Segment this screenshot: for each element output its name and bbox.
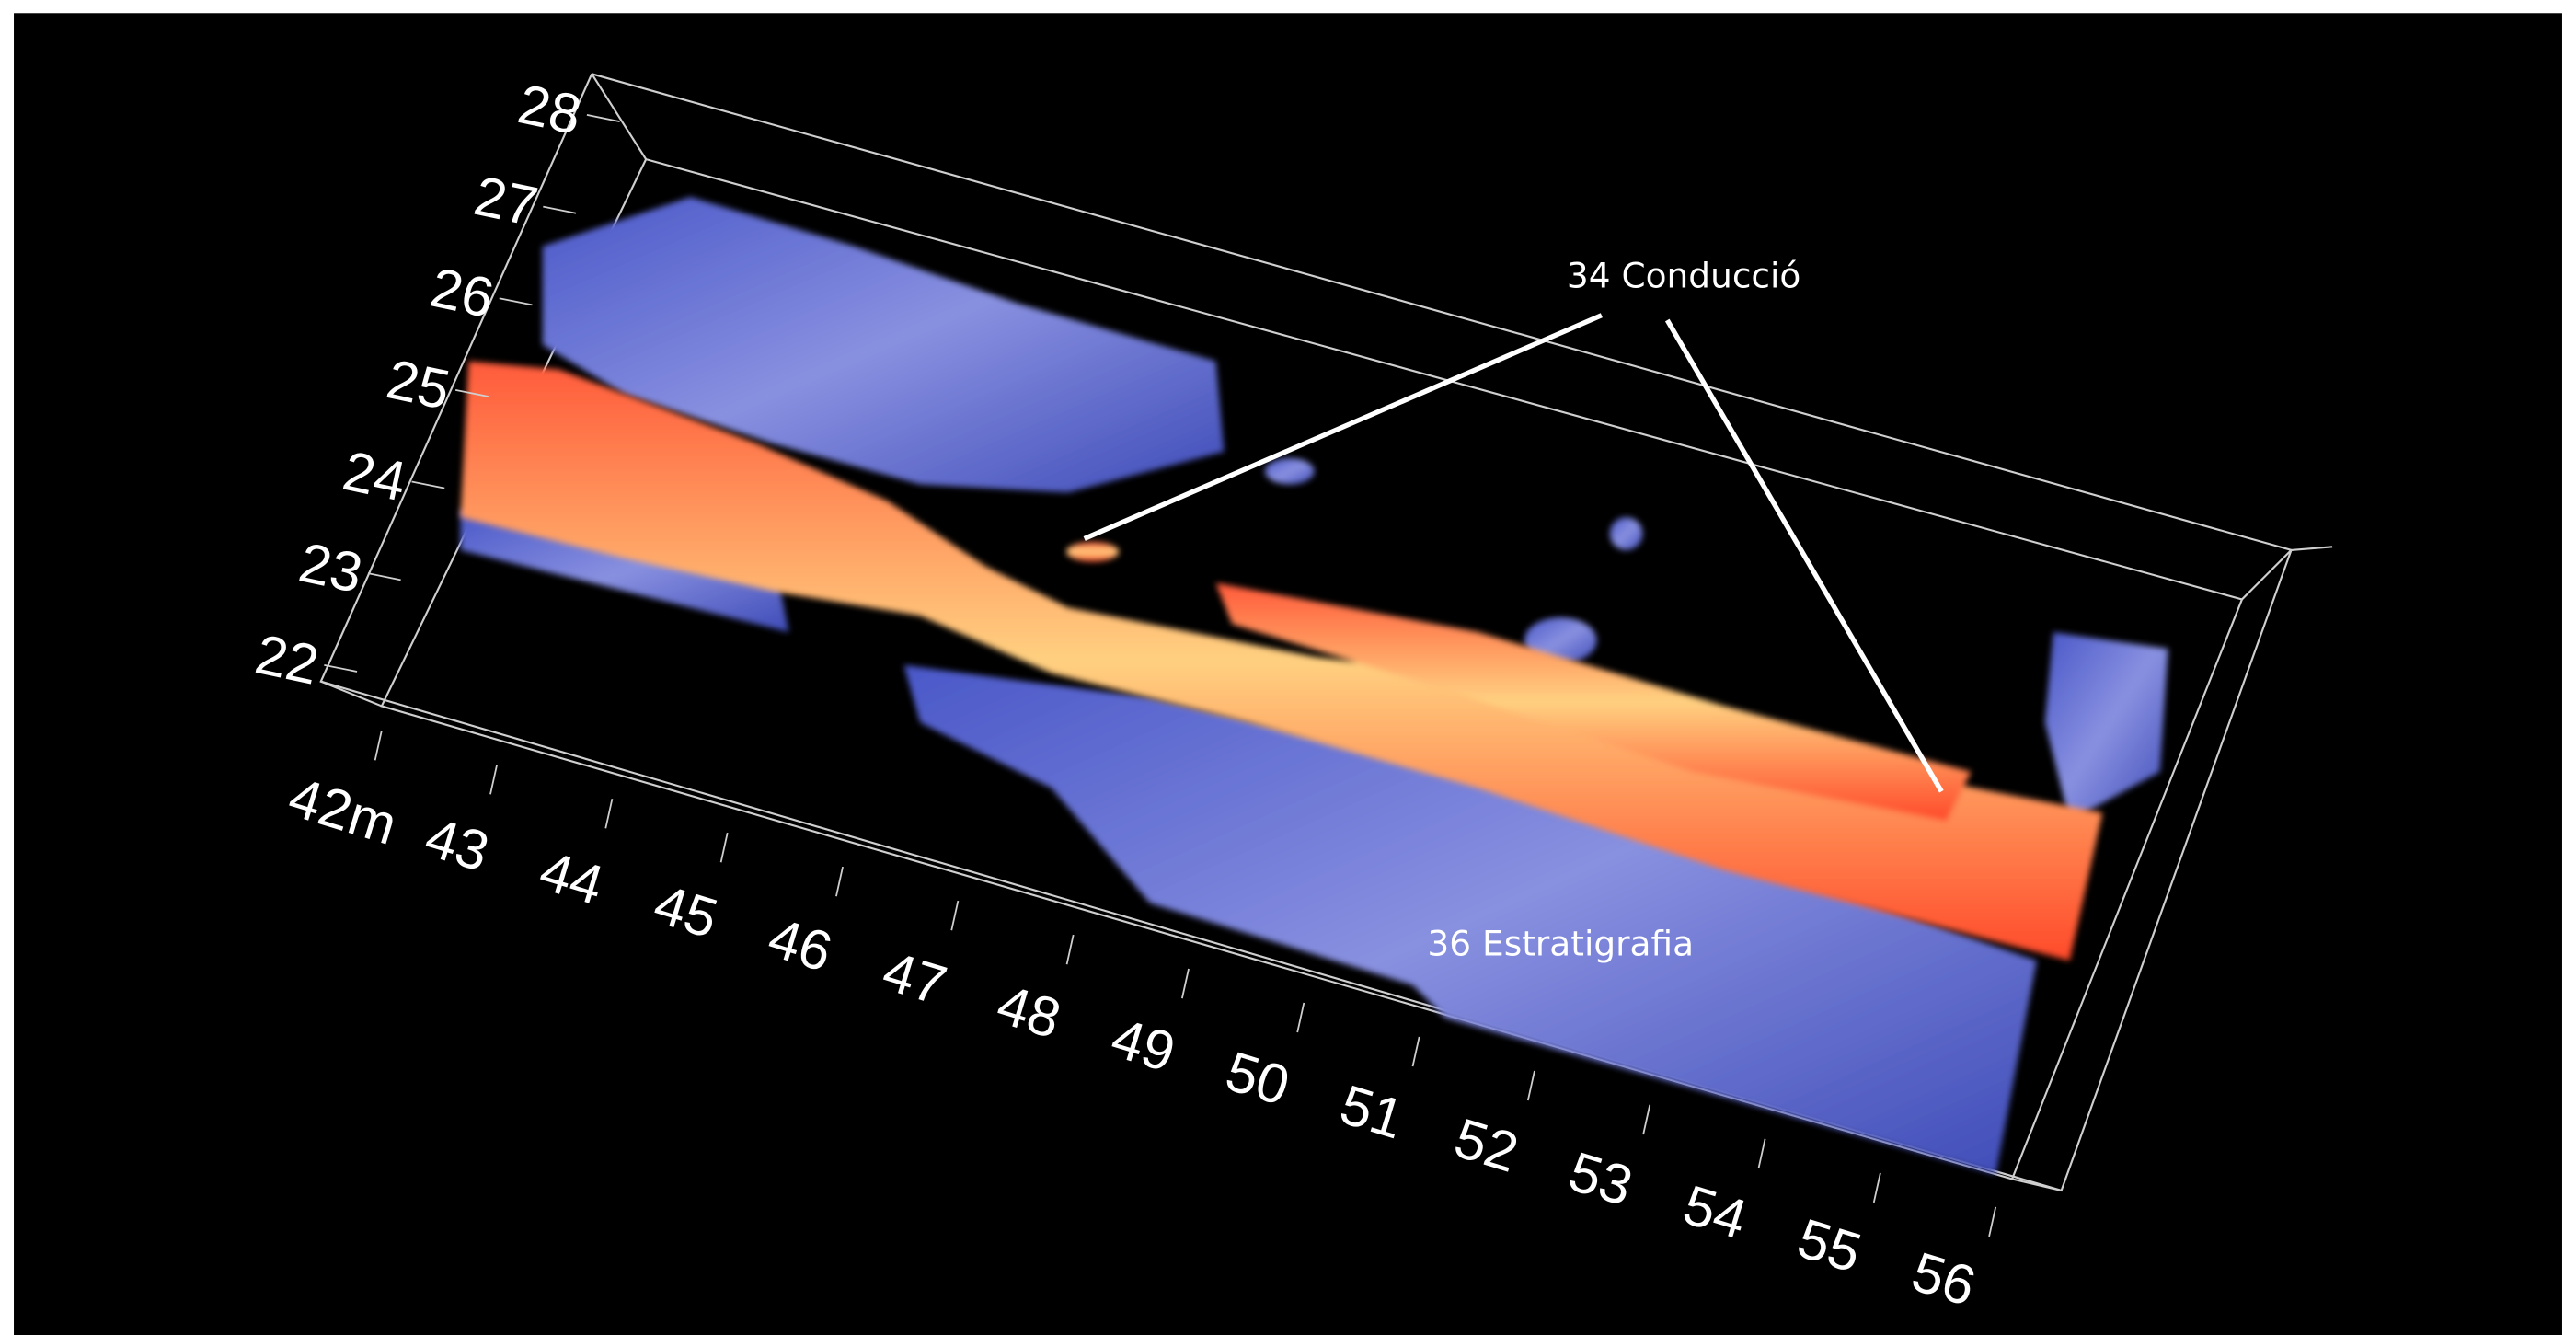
z-tick (499, 297, 533, 306)
x-tick (604, 798, 614, 829)
x-tick (1872, 1172, 1881, 1203)
z-tick-label: 28 (513, 72, 587, 146)
x-tick (1988, 1206, 1997, 1237)
x-tick (835, 866, 844, 897)
z-tick (586, 114, 620, 122)
x-tick (1642, 1104, 1651, 1135)
x-tick (374, 731, 383, 761)
x-tick (1526, 1070, 1535, 1101)
z-tick (454, 389, 489, 397)
x-tick (1065, 934, 1075, 965)
z-tick-label: 24 (338, 439, 411, 513)
annotation: 36 Estratigrafia (1427, 924, 1694, 964)
red-volume (460, 361, 2103, 961)
x-tick (1411, 1036, 1420, 1067)
z-tick-label: 27 (469, 164, 543, 238)
z-tick-label: 25 (382, 347, 455, 421)
x-tick (950, 900, 960, 931)
annotation: 34 Conducció (1567, 255, 1801, 295)
x-tick (1181, 968, 1190, 999)
z-tick (411, 480, 445, 489)
annotation-leaders (1083, 313, 1944, 793)
x-tick (1296, 1002, 1305, 1033)
z-tick (367, 572, 401, 581)
z-tick-label: 22 (250, 622, 324, 696)
blue-volume (460, 197, 2168, 1175)
x-tick (1757, 1138, 1766, 1169)
x-tick (489, 764, 499, 795)
x-tick (719, 832, 729, 863)
z-tick (324, 663, 358, 673)
z-tick-label: 23 (294, 531, 368, 605)
z-tick-label: 26 (425, 256, 499, 330)
z-tick (543, 205, 577, 214)
